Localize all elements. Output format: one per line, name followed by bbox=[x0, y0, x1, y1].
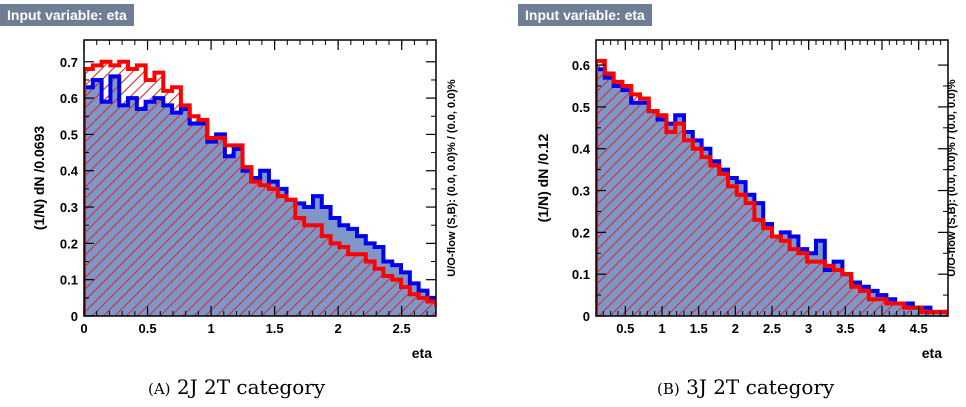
panel-a-xlabel: eta bbox=[412, 345, 432, 361]
panel-a-ytick-label: 0.7 bbox=[60, 55, 78, 70]
panel-b-xtick-label: 2 bbox=[732, 321, 739, 336]
panel-a-ytick-label: 0 bbox=[71, 309, 78, 324]
panel-a-ytick-label: 0.1 bbox=[60, 273, 78, 288]
panel-a-variable-tag: Input variable: eta bbox=[0, 4, 134, 26]
panel-b-overflow-label: U/O-flow (S,B): (0.0, 0.0)% / (0.0, 0.0)… bbox=[946, 79, 958, 277]
panel-a-ytick-label: 0.3 bbox=[60, 200, 78, 215]
panel-a-ytick-label: 0.6 bbox=[60, 91, 78, 106]
panel-b-series-group bbox=[596, 58, 948, 316]
panel-b-caption: (B) 3J 2T category bbox=[657, 375, 834, 399]
panel-b-xtick-label: 2.5 bbox=[763, 321, 781, 336]
panel-a-plot-frame bbox=[83, 39, 437, 317]
panel-a-xtick-label: 0 bbox=[80, 321, 87, 336]
panel-b-xtick-label: 3 bbox=[805, 321, 812, 336]
panel-a-background-line bbox=[84, 59, 436, 316]
panel-b-xtick-label: 3.5 bbox=[836, 321, 854, 336]
panel-a-caption-prefix: (A) bbox=[148, 380, 171, 398]
panel-a-ytick-label: 0.2 bbox=[60, 236, 78, 251]
panel-b-ytick-label: 0.3 bbox=[572, 184, 590, 199]
panel-a-caption-text: 2J 2T category bbox=[176, 375, 326, 399]
panel-a-xtick-label: 2.5 bbox=[393, 321, 411, 336]
panel-a-signal-line bbox=[84, 74, 436, 316]
panel-a-overflow-label: U/O-flow (S,B): (0.0, 0.0)% / (0.0, 0.0)… bbox=[446, 79, 458, 277]
panel-b-variable-tag: Input variable: eta bbox=[518, 4, 652, 26]
panel-b-xtick-label: 4.5 bbox=[910, 321, 928, 336]
panel-b-xlabel: eta bbox=[922, 345, 942, 361]
panel-b-ylabel: (1/N) dN /0.12 bbox=[535, 133, 551, 222]
panel-b-caption-text: 3J 2T category bbox=[686, 375, 835, 399]
panel-b-ytick-label: 0 bbox=[583, 309, 590, 324]
panel-a-xtick-label: 2 bbox=[335, 321, 342, 336]
panel-b-xtick-label: 1.5 bbox=[690, 321, 708, 336]
panel-b-ytick-label: 0.1 bbox=[572, 267, 590, 282]
panel-b-ytick-label: 0.4 bbox=[572, 142, 591, 157]
panel-b-xtick-label: 1 bbox=[658, 321, 665, 336]
panel-a-ytick-label: 0.5 bbox=[60, 127, 78, 142]
panel-a-histogram: 0 0.1 0.2 0.3 0.4 0.5 0.6 0.7 0 0.5 1 1.5 2 2.5 (1/N) … bbox=[31, 39, 458, 361]
panel-b-caption-prefix: (B) bbox=[657, 380, 680, 398]
panel-a-xtick-label: 0.5 bbox=[138, 321, 156, 336]
panel-a-ytick-label: 0.4 bbox=[60, 164, 79, 179]
panel-a-series-group bbox=[84, 59, 436, 316]
panel-b-background-line bbox=[596, 58, 948, 316]
panel-b-ytick-label: 0.6 bbox=[572, 58, 590, 73]
panel-a-caption: (A) 2J 2T category bbox=[148, 375, 325, 399]
panel-a-ylabel: (1/N) dN /0.0693 bbox=[31, 126, 47, 230]
panel-a-xtick-label: 1 bbox=[207, 321, 214, 336]
panel-b-histogram: 0 0.1 0.2 0.3 0.4 0.5 0.6 0.5 1 1.5 2 2.5 3 3.5 4 4.5 (1… bbox=[535, 39, 958, 361]
panel-b-xtick-label: 0.5 bbox=[616, 321, 634, 336]
panel-a-xtick-label: 1.5 bbox=[266, 321, 284, 336]
panel-b-ytick-label: 0.5 bbox=[572, 100, 590, 115]
panel-b-xtick-label: 4 bbox=[878, 321, 886, 336]
panel-b-ytick-label: 0.2 bbox=[572, 225, 590, 240]
